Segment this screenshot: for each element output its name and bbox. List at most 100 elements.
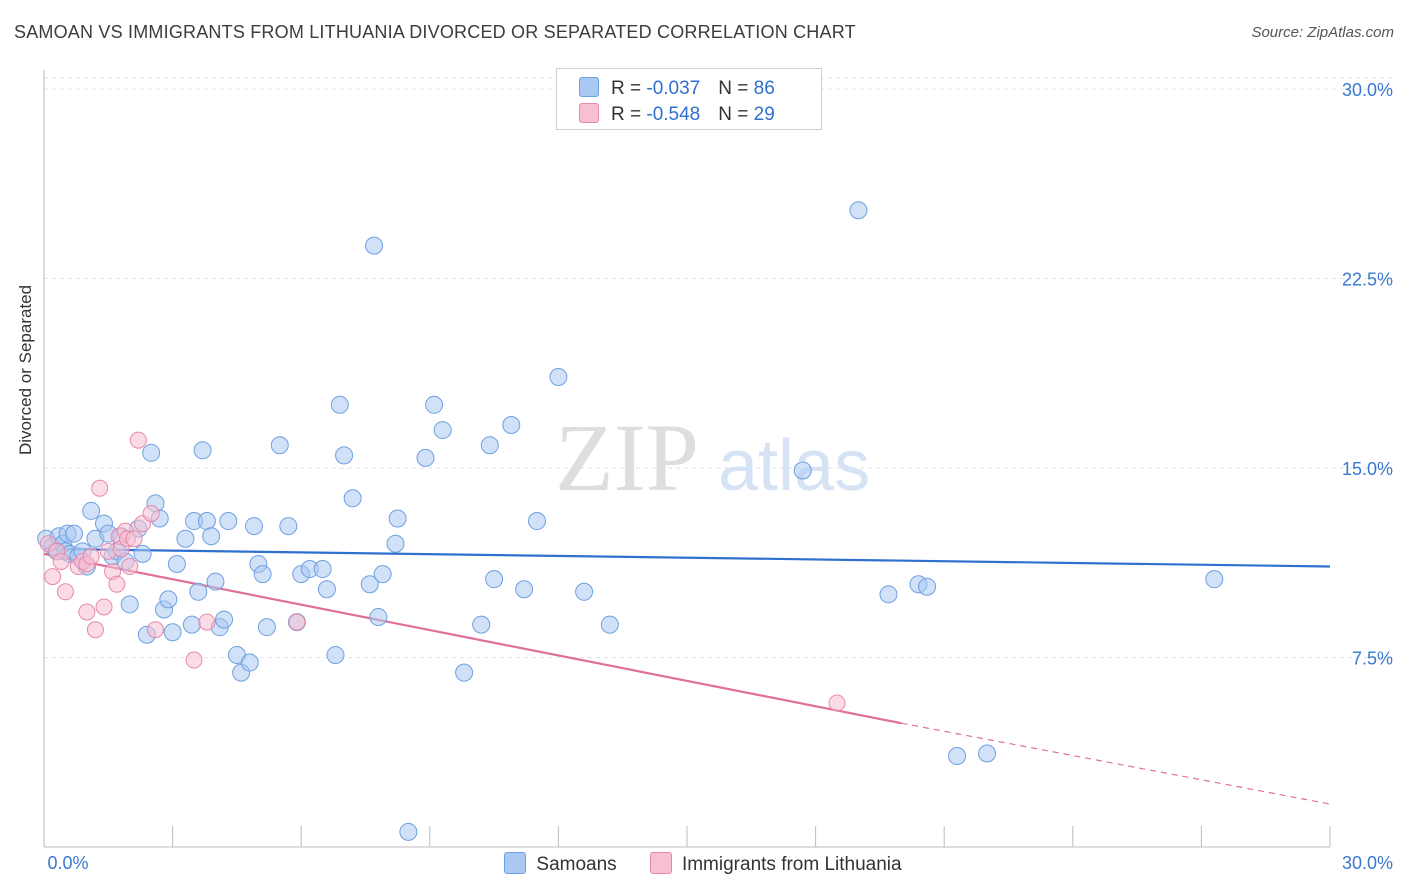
samoans-point: [317, 580, 336, 599]
legend-n-value-lithuania: 29: [753, 104, 775, 125]
samoans-point: [120, 595, 139, 614]
legend-label-samoans: Samoans: [536, 854, 617, 875]
x-tick-label-min: 0.0%: [47, 853, 88, 873]
chart-title: SAMOAN VS IMMIGRANTS FROM LITHUANIA DIVO…: [14, 22, 856, 42]
legend-r-label: R =: [611, 104, 647, 125]
gridlines: [44, 77, 1392, 658]
samoans-point: [257, 618, 276, 637]
legend-r-value-samoans: -0.037: [646, 78, 701, 99]
lithuania-point: [198, 613, 216, 631]
samoans-point: [549, 368, 568, 387]
samoans-point: [425, 395, 444, 414]
source-label: Source: ZipAtlas.com: [1251, 24, 1394, 41]
samoans-point: [948, 747, 967, 766]
samoans-point: [270, 436, 289, 455]
lithuania-point: [86, 621, 104, 639]
lithuania-point: [288, 613, 306, 631]
samoans-point: [245, 517, 264, 536]
y-tick-label: 7.5%: [1352, 648, 1393, 668]
samoans-point: [373, 565, 392, 584]
legend-swatch-lithuania: [649, 852, 672, 874]
y-tick-label: 22.5%: [1342, 269, 1393, 289]
samoans-point: [369, 608, 388, 627]
samoans-point: [176, 529, 195, 548]
legend-item-samoans[interactable]: Samoans: [504, 852, 617, 876]
samoans-point: [455, 663, 474, 682]
samoans-point: [472, 615, 491, 634]
lithuania-point: [129, 431, 147, 449]
lithuania-point: [95, 598, 113, 616]
lithuania-point: [78, 603, 96, 621]
legend-row-lithuania: R = -0.548 N = 29: [579, 103, 775, 126]
legend-n-value-samoans: 86: [753, 78, 775, 99]
samoans-point: [159, 590, 178, 609]
samoans-point: [386, 534, 405, 553]
samoans-point: [253, 565, 272, 584]
samoans-point: [65, 524, 84, 543]
legend-row-samoans: R = -0.037 N = 86: [579, 77, 775, 100]
lithuania-point: [142, 504, 160, 522]
lithuania-point: [828, 694, 846, 712]
legend-swatch-samoans: [504, 852, 527, 874]
samoans-point: [388, 509, 407, 528]
lithuania-trend-extension: [901, 722, 1331, 805]
samoans-point: [360, 575, 379, 594]
samoans-point: [575, 582, 594, 601]
y-tick-label: 30.0%: [1342, 80, 1393, 100]
watermark-zip: ZIP: [555, 404, 699, 511]
samoans-point: [330, 395, 349, 414]
samoans-point: [142, 443, 161, 462]
samoans-point: [219, 512, 238, 531]
samoans-point: [82, 501, 101, 520]
samoans-point: [313, 560, 332, 579]
lithuania-point: [125, 530, 143, 548]
samoans-point: [279, 517, 298, 536]
samoans-point: [480, 436, 499, 455]
legend-n-label: N =: [718, 104, 754, 125]
samoans-point: [849, 201, 868, 220]
samoans-point: [416, 448, 435, 467]
samoans-point: [600, 615, 619, 634]
samoans-point: [433, 421, 452, 440]
samoans-point: [343, 489, 362, 508]
lithuania-point: [91, 479, 109, 497]
samoans-point: [182, 615, 201, 634]
legend-item-lithuania[interactable]: Immigrants from Lithuania: [649, 852, 902, 876]
samoans-point: [335, 446, 354, 465]
legend-label-lithuania: Immigrants from Lithuania: [681, 854, 902, 875]
y-tick-label: 15.0%: [1342, 459, 1393, 479]
x-tick-label-max: 30.0%: [1342, 853, 1393, 873]
samoans-point: [167, 554, 186, 573]
samoans-point: [202, 527, 221, 546]
samoans-point: [215, 610, 234, 629]
lithuania-point: [44, 568, 62, 586]
samoans-point: [133, 544, 152, 563]
lithuania-point: [56, 583, 74, 601]
data-points: [37, 201, 1224, 841]
lithuania-point: [108, 575, 126, 593]
samoans-point: [197, 512, 216, 531]
samoans-point: [399, 822, 418, 841]
samoans-point: [502, 416, 521, 435]
samoans-point: [326, 645, 345, 664]
legend-r-value-lithuania: -0.548: [646, 104, 701, 125]
samoans-point: [189, 582, 208, 601]
watermark-atlas: atlas: [718, 426, 870, 506]
samoans-point: [879, 585, 898, 604]
samoans-point: [193, 441, 212, 460]
samoans-point: [163, 623, 182, 642]
samoans-point: [365, 236, 384, 255]
samoans-point: [527, 512, 546, 531]
lithuania-point: [52, 552, 70, 570]
samoans-point: [485, 570, 504, 589]
lithuania-point: [185, 651, 203, 669]
correlation-legend: R = -0.037 N = 86 R = -0.548 N = 29: [556, 68, 822, 130]
tick-labels: 7.5% 15.0% 22.5% 30.0% 0.0% 30.0%: [47, 80, 1393, 873]
legend-swatch-lithuania: [579, 103, 599, 123]
lithuania-point: [146, 621, 164, 639]
axes: [43, 70, 1331, 848]
samoans-point: [1205, 570, 1224, 589]
samoans-point: [206, 572, 225, 591]
legend-swatch-samoans: [579, 77, 599, 97]
